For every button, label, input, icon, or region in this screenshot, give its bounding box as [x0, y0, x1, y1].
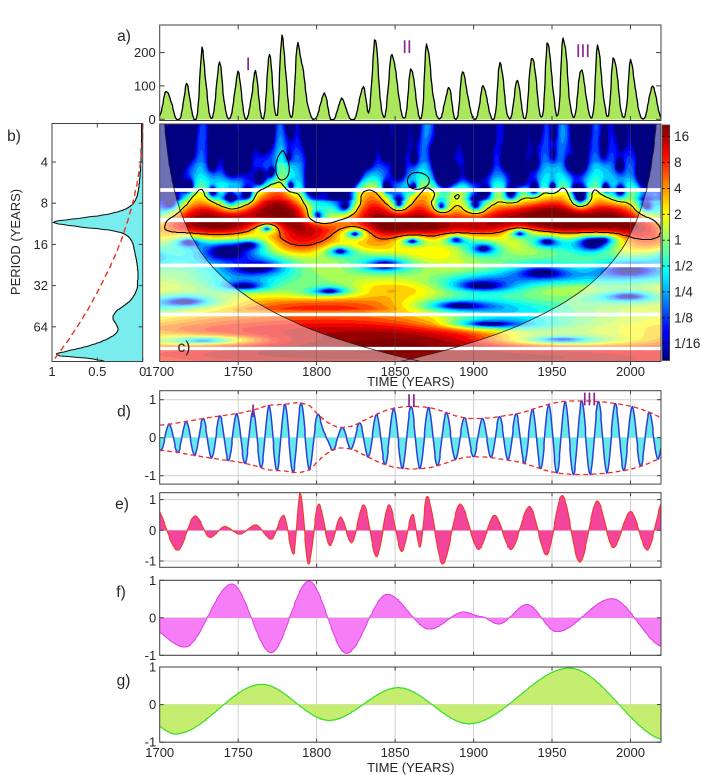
svg-text:1750: 1750 [224, 745, 253, 760]
svg-text:TIME (YEARS): TIME (YEARS) [367, 374, 454, 389]
svg-text:-1: -1 [145, 468, 157, 483]
svg-text:0: 0 [149, 697, 156, 712]
svg-text:1700: 1700 [145, 364, 174, 379]
svg-text:d): d) [117, 404, 131, 421]
svg-text:16: 16 [34, 237, 48, 252]
svg-text:-1: -1 [145, 735, 157, 750]
svg-text:0: 0 [149, 523, 156, 538]
svg-text:0: 0 [149, 610, 156, 625]
svg-text:1/16: 1/16 [674, 336, 700, 351]
svg-text:8: 8 [41, 196, 48, 211]
svg-text:1/2: 1/2 [674, 259, 693, 274]
svg-text:32: 32 [34, 278, 48, 293]
svg-text:2: 2 [674, 207, 682, 222]
svg-text:1800: 1800 [302, 364, 331, 379]
svg-text:1950: 1950 [538, 364, 567, 379]
svg-text:16: 16 [674, 129, 689, 144]
svg-text:1700: 1700 [145, 745, 174, 760]
svg-text:1/4: 1/4 [674, 284, 693, 299]
svg-text:200: 200 [134, 45, 156, 60]
svg-text:0.5: 0.5 [88, 364, 106, 379]
svg-text:0: 0 [148, 112, 155, 127]
svg-text:0: 0 [149, 430, 156, 445]
svg-text:1750: 1750 [224, 364, 253, 379]
svg-text:1: 1 [149, 392, 156, 407]
svg-text:0: 0 [139, 364, 146, 379]
svg-text:8: 8 [674, 155, 682, 170]
svg-text:2000: 2000 [616, 745, 645, 760]
svg-text:1: 1 [149, 660, 156, 675]
svg-text:1850: 1850 [381, 364, 410, 379]
svg-text:1800: 1800 [302, 745, 331, 760]
svg-text:PERIOD (YEARS): PERIOD (YEARS) [8, 189, 23, 295]
svg-text:1: 1 [149, 573, 156, 588]
svg-text:1/8: 1/8 [674, 310, 693, 325]
svg-text:g): g) [117, 673, 131, 690]
svg-text:1850: 1850 [381, 745, 410, 760]
svg-text:1900: 1900 [459, 745, 488, 760]
svg-text:1900: 1900 [459, 364, 488, 379]
svg-text:100: 100 [134, 78, 156, 93]
svg-text:-1: -1 [145, 648, 157, 663]
svg-text:2000: 2000 [616, 364, 645, 379]
svg-text:b): b) [7, 128, 21, 145]
svg-text:1: 1 [149, 492, 156, 507]
svg-text:e): e) [115, 496, 129, 513]
svg-text:1: 1 [674, 233, 682, 248]
svg-text:-1: -1 [145, 554, 157, 569]
svg-text:4: 4 [674, 181, 682, 196]
svg-text:64: 64 [34, 319, 48, 334]
svg-text:1950: 1950 [538, 745, 567, 760]
svg-text:1: 1 [48, 364, 55, 379]
svg-text:f): f) [116, 584, 125, 601]
svg-text:4: 4 [41, 155, 48, 170]
svg-text:a): a) [117, 28, 131, 45]
svg-text:TIME (YEARS): TIME (YEARS) [367, 760, 454, 775]
svg-text:c): c) [178, 339, 191, 356]
